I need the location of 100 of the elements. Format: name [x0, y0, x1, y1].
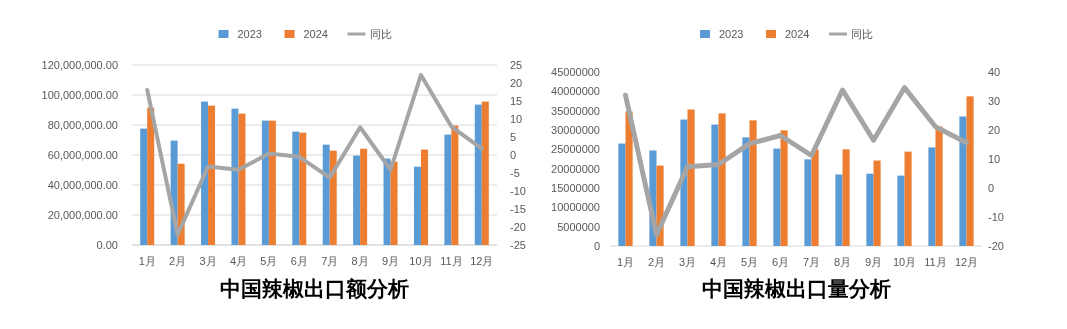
x-tick-label: 6月	[290, 255, 308, 267]
x-tick-label: 12月	[954, 256, 979, 268]
bar	[966, 96, 974, 246]
legend-label: 2024	[303, 28, 328, 40]
bar	[773, 148, 781, 246]
bar	[201, 101, 209, 245]
x-tick-label: 5月	[260, 255, 278, 267]
x-tick-label: 7月	[802, 256, 821, 268]
x-tick-label: 8月	[351, 255, 369, 267]
x-tick-label: 7月	[321, 255, 339, 267]
legend-label: 2023	[237, 28, 262, 40]
bar	[292, 131, 300, 245]
x-tick-label: 9月	[864, 256, 883, 268]
bar	[451, 125, 459, 245]
bar	[238, 113, 246, 245]
y-tick-label: 10000000	[551, 201, 600, 214]
legend-label: 2023	[719, 28, 744, 40]
bar	[390, 161, 398, 245]
bar	[481, 101, 489, 245]
bar	[687, 109, 695, 246]
y-tick-label: 40,000,000.00	[47, 179, 118, 191]
bar	[140, 128, 148, 245]
bar	[718, 113, 726, 246]
bar	[811, 149, 819, 246]
bar	[935, 126, 943, 246]
y2-tick-label: 0	[988, 182, 995, 194]
y2-tick-label: -25	[510, 239, 526, 251]
x-tick-label: 3月	[199, 255, 217, 267]
y2-tick-label: 40	[988, 66, 1001, 78]
bar	[749, 120, 757, 246]
bar	[742, 137, 750, 246]
y-tick-label: 0	[593, 240, 600, 252]
x-tick-label: 8月	[833, 256, 852, 268]
bar	[261, 120, 269, 245]
y-tick-label: 80,000,000.00	[47, 119, 118, 131]
y-tick-label: 15000000	[551, 182, 600, 194]
bar	[383, 158, 391, 245]
x-tick-label: 10月	[892, 256, 917, 268]
x-tick-label: 2月	[647, 256, 666, 268]
bar	[329, 150, 337, 245]
bar	[268, 120, 276, 245]
y2-tick-label: -20	[988, 240, 1004, 252]
bar	[420, 149, 428, 245]
x-tick-label: 4月	[709, 256, 728, 268]
bar	[804, 159, 812, 246]
bar	[147, 107, 155, 245]
y-tick-label: 60,000,000.00	[47, 149, 118, 161]
y-tick-label: 5000000	[557, 220, 600, 233]
y2-tick-label: -5	[510, 167, 520, 179]
y2-tick-label: -10	[988, 211, 1004, 223]
y-tick-label: 20,000,000.00	[47, 209, 118, 221]
y-tick-label: 100,000,000.00	[41, 89, 118, 101]
y-tick-label: 0.00	[96, 239, 118, 251]
x-tick-label: 5月	[740, 256, 759, 268]
bar	[322, 144, 330, 245]
text: 中国辣椒出口量分析	[701, 277, 891, 300]
y-tick-label: 40000000	[551, 85, 600, 98]
y2-tick-label: 10	[510, 113, 523, 125]
legend-label: 同比	[369, 28, 392, 40]
text: 中国辣椒出口额分析	[220, 277, 409, 300]
y-tick-label: 45000000	[551, 66, 600, 78]
line-series	[145, 73, 484, 237]
bar	[353, 155, 361, 245]
legend-label: 同比	[851, 28, 873, 40]
x-tick-label: 11月	[924, 256, 947, 268]
bar	[444, 134, 452, 245]
bar	[780, 130, 788, 246]
x-tick-label: 12月	[470, 255, 494, 267]
y2-tick-label: 25	[510, 59, 523, 71]
legend-label: 2024	[785, 28, 810, 40]
x-tick-label: 10月	[409, 255, 433, 267]
x-tick-label: 9月	[381, 255, 400, 267]
y2-tick-label: -10	[510, 185, 526, 197]
y2-tick-label: 20	[988, 124, 1001, 136]
y-tick-label: 120,000,000.00	[41, 59, 118, 71]
bar	[842, 149, 850, 246]
x-tick-label: 1月	[616, 256, 635, 268]
bar	[413, 166, 421, 245]
y2-tick-label: -15	[510, 203, 526, 215]
bar	[208, 105, 216, 245]
y2-tick-label: 0	[510, 149, 517, 161]
bar	[959, 116, 967, 246]
y2-tick-label: 30	[988, 95, 1001, 107]
bar	[711, 124, 719, 246]
y2-tick-label: 5	[510, 131, 517, 143]
y-tick-label: 35000000	[551, 104, 600, 117]
bar	[835, 174, 843, 246]
x-tick-label: 11月	[440, 255, 463, 267]
x-tick-label: 2月	[169, 255, 187, 267]
bar	[474, 104, 482, 245]
bar	[680, 119, 688, 246]
y2-tick-label: 15	[510, 95, 523, 107]
x-tick-label: 3月	[678, 256, 697, 268]
y-tick-label: 30000000	[551, 124, 600, 136]
bar	[928, 147, 936, 246]
bar	[873, 160, 881, 246]
y-tick-label: 20000000	[551, 162, 600, 175]
y-tick-label: 25000000	[551, 143, 600, 156]
y2-tick-label: 10	[988, 153, 1001, 165]
bar	[866, 173, 874, 246]
